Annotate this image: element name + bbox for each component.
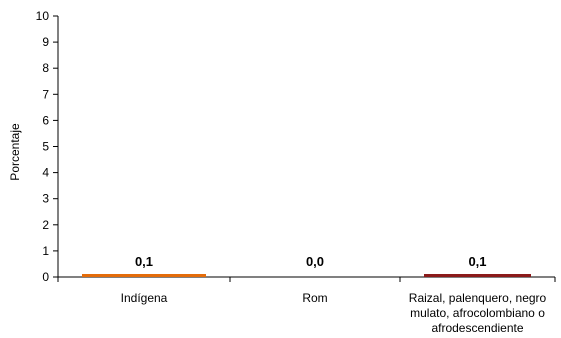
x-category-label: Indígena bbox=[121, 291, 168, 305]
bar bbox=[82, 274, 206, 277]
y-tick-label: 7 bbox=[42, 87, 49, 101]
plot-area: 0 1 2 3 4 5 6 7 8 9 10 0,1 Indígena 0,0 Rom 0,1 Raizal, … bbox=[36, 9, 556, 335]
x-category-label: Raizal, palenquero, negro bbox=[409, 291, 547, 305]
y-tick-label: 9 bbox=[42, 35, 49, 49]
y-tick-label: 6 bbox=[42, 113, 49, 127]
bar bbox=[424, 274, 531, 277]
x-category-label: afrodescendiente bbox=[431, 321, 523, 335]
data-label: 0,1 bbox=[135, 254, 153, 269]
y-tick-label: 10 bbox=[36, 9, 50, 23]
y-tick-label: 0 bbox=[42, 270, 49, 284]
x-category-label: Rom bbox=[302, 291, 327, 305]
y-tick-label: 4 bbox=[42, 166, 49, 180]
y-tick-label: 1 bbox=[42, 244, 49, 258]
x-category-label: mulato, afrocolombiano o bbox=[410, 306, 545, 320]
y-tick-label: 8 bbox=[42, 61, 49, 75]
y-axis-title: Porcentaje bbox=[8, 123, 22, 181]
data-label: 0,0 bbox=[306, 254, 324, 269]
y-tick-label: 3 bbox=[42, 192, 49, 206]
data-label: 0,1 bbox=[468, 254, 486, 269]
y-tick-label: 5 bbox=[42, 140, 49, 154]
y-tick-label: 2 bbox=[42, 218, 49, 232]
